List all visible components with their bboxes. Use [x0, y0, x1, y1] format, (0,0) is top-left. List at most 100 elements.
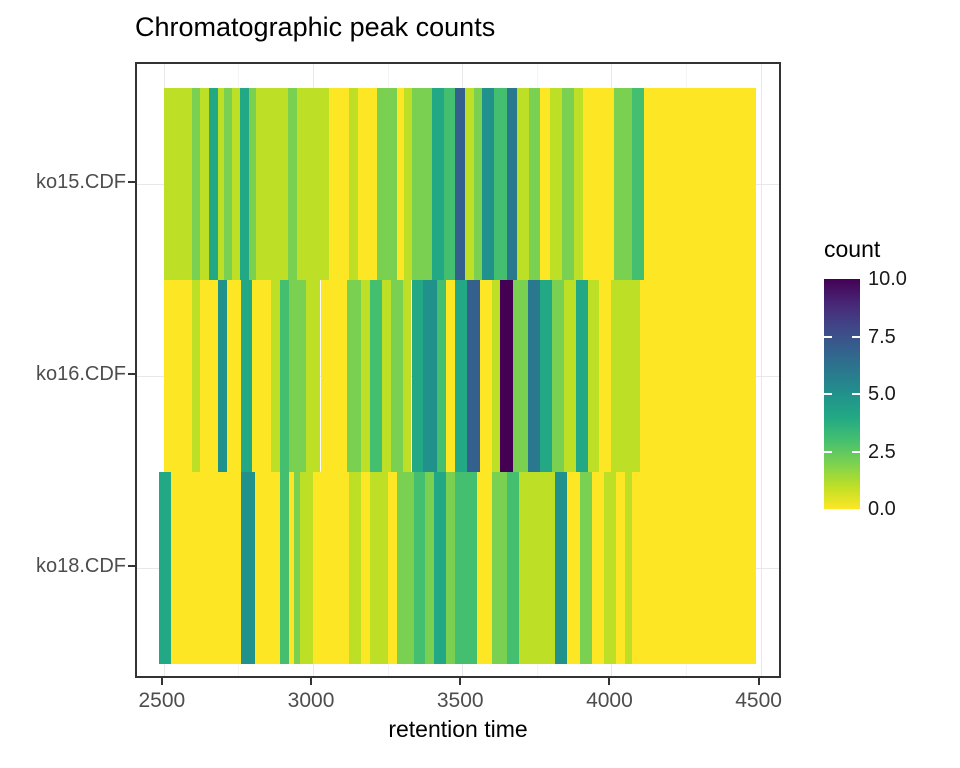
y-axis-tick — [128, 373, 135, 375]
heatmap-stripe — [287, 88, 297, 280]
heatmap-stripe — [492, 472, 507, 664]
x-tick-label: 2500 — [138, 689, 186, 712]
heatmap-stripe — [192, 280, 200, 472]
heatmap-stripe — [454, 472, 478, 664]
heatmap-stripe — [280, 472, 290, 664]
heatmap-stripe — [639, 280, 757, 472]
heatmap-stripe — [480, 280, 493, 472]
heatmap-stripe — [599, 280, 612, 472]
heatmap-stripe — [563, 280, 576, 472]
heatmap-stripe — [465, 88, 475, 280]
heatmap-stripe — [550, 88, 563, 280]
heatmap-stripe — [506, 88, 518, 280]
heatmap-stripe — [423, 280, 437, 472]
heatmap-stripe — [583, 88, 615, 280]
legend-tick-label: 10.0 — [868, 268, 907, 290]
heatmap-stripe — [163, 88, 193, 280]
x-axis-title: retention time — [388, 716, 528, 742]
heatmap-stripe — [404, 88, 412, 280]
heatmap-stripe — [566, 472, 581, 664]
heatmap-stripe — [632, 88, 645, 280]
heatmap-stripe — [614, 88, 633, 280]
heatmap-stripe — [592, 472, 604, 664]
heatmap-stripe — [289, 472, 294, 664]
legend-tick-label: 0.0 — [868, 498, 896, 520]
y-tick-label: ko18.CDF — [35, 555, 126, 577]
heatmap-stripe — [432, 88, 445, 280]
heatmap-stripe — [226, 280, 242, 472]
heatmap-stripe — [611, 280, 640, 472]
heatmap-stripe — [644, 88, 757, 280]
heatmap-stripe — [402, 280, 412, 472]
heatmap-stripe — [199, 280, 218, 472]
heatmap-stripe — [313, 472, 349, 664]
heatmap-stripe — [239, 88, 249, 280]
x-axis-tick — [459, 678, 462, 685]
heatmap-stripe — [289, 280, 306, 472]
heatmap-band-ko15-cdf — [137, 88, 779, 280]
plot-panel — [135, 62, 781, 678]
heatmap-stripe — [217, 88, 224, 280]
heatmap-stripe — [360, 280, 370, 472]
heatmap-stripe — [632, 472, 757, 664]
heatmap-stripe — [445, 472, 455, 664]
legend-tick-label: 5.0 — [868, 383, 896, 405]
heatmap-stripe — [390, 280, 403, 472]
x-tick-label: 3500 — [436, 689, 484, 712]
heatmap-stripe — [493, 88, 507, 280]
heatmap-stripe — [320, 280, 348, 472]
heatmap-stripe — [241, 280, 252, 472]
heatmap-band-ko18-cdf — [137, 472, 779, 664]
heatmap-stripe — [492, 280, 500, 472]
heatmap-stripe — [474, 88, 482, 280]
heatmap-stripe — [517, 88, 530, 280]
legend-tick-notch — [824, 335, 832, 338]
heatmap-stripe — [529, 88, 540, 280]
x-axis-tick — [160, 678, 163, 685]
heatmap-stripe — [299, 472, 314, 664]
heatmap-stripe — [411, 88, 433, 280]
heatmap-stripe — [387, 472, 397, 664]
heatmap-stripe — [329, 88, 349, 280]
x-tick-label: 3000 — [287, 689, 335, 712]
heatmap-stripe — [615, 472, 625, 664]
heatmap-stripe — [466, 280, 481, 472]
heatmap-stripe — [357, 88, 378, 280]
heatmap-stripe — [254, 472, 281, 664]
heatmap-stripe — [436, 280, 446, 472]
heatmap-stripe — [574, 88, 584, 280]
heatmap-stripe — [293, 472, 300, 664]
heatmap-stripe — [580, 472, 593, 664]
heatmap-stripe — [512, 280, 528, 472]
heatmap-stripe — [506, 472, 519, 664]
heatmap-stripe — [163, 280, 193, 472]
heatmap-stripe — [433, 472, 446, 664]
heatmap-stripe — [381, 280, 391, 472]
heatmap-stripe — [499, 280, 513, 472]
legend-tick-label: 2.5 — [868, 440, 896, 463]
heatmap-stripe — [414, 472, 425, 664]
heatmap-stripe — [232, 88, 240, 280]
legend-title: count — [824, 236, 881, 262]
heatmap-stripe — [159, 472, 172, 664]
heatmap-stripe — [477, 472, 493, 664]
y-axis-tick — [128, 181, 135, 183]
heatmap-stripe — [369, 472, 388, 664]
heatmap-stripe — [377, 88, 397, 280]
plot-title: Chromatographic peak counts — [135, 12, 496, 42]
x-axis-tick — [310, 678, 313, 685]
heatmap-stripe — [305, 280, 321, 472]
heatmap-band-ko16-cdf — [137, 280, 779, 472]
legend-tick-notch — [852, 450, 860, 453]
x-tick-label: 4500 — [735, 689, 782, 712]
heatmap-stripe — [208, 88, 218, 280]
heatmap-stripe — [296, 88, 330, 280]
heatmap-stripe — [241, 472, 255, 664]
heatmap-stripe — [518, 472, 555, 664]
heatmap-stripe — [454, 280, 467, 472]
heatmap-stripe — [424, 472, 434, 664]
heatmap-stripe — [256, 88, 288, 280]
heatmap-stripe — [444, 88, 455, 280]
legend-tick-notch — [852, 335, 860, 338]
